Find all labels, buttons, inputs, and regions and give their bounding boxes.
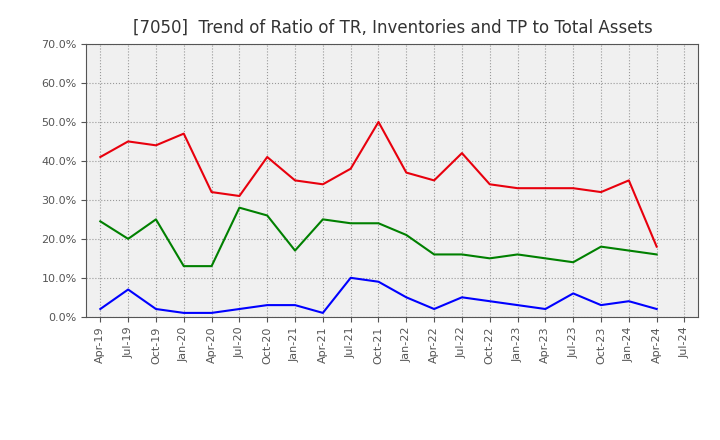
Trade Receivables bbox=[207, 190, 216, 195]
Trade Receivables bbox=[430, 178, 438, 183]
Inventories bbox=[485, 299, 494, 304]
Trade Payables bbox=[513, 252, 522, 257]
Trade Payables bbox=[652, 252, 661, 257]
Inventories bbox=[513, 302, 522, 308]
Trade Payables bbox=[374, 220, 383, 226]
Inventories bbox=[541, 306, 550, 312]
Trade Receivables bbox=[624, 178, 633, 183]
Trade Receivables bbox=[263, 154, 271, 160]
Trade Payables bbox=[96, 219, 104, 224]
Trade Payables bbox=[458, 252, 467, 257]
Trade Payables bbox=[263, 213, 271, 218]
Trade Receivables bbox=[652, 244, 661, 249]
Trade Payables bbox=[291, 248, 300, 253]
Inventories bbox=[652, 306, 661, 312]
Trade Receivables bbox=[291, 178, 300, 183]
Trade Receivables bbox=[374, 119, 383, 125]
Trade Payables bbox=[541, 256, 550, 261]
Trade Receivables bbox=[318, 182, 327, 187]
Inventories bbox=[430, 306, 438, 312]
Inventories bbox=[569, 291, 577, 296]
Inventories bbox=[346, 275, 355, 280]
Inventories bbox=[263, 302, 271, 308]
Trade Receivables bbox=[235, 193, 243, 198]
Title: [7050]  Trend of Ratio of TR, Inventories and TP to Total Assets: [7050] Trend of Ratio of TR, Inventories… bbox=[132, 19, 652, 37]
Trade Receivables bbox=[152, 143, 161, 148]
Inventories bbox=[124, 287, 132, 292]
Trade Receivables bbox=[124, 139, 132, 144]
Inventories bbox=[207, 310, 216, 315]
Inventories bbox=[152, 306, 161, 312]
Trade Payables bbox=[179, 264, 188, 269]
Inventories bbox=[179, 310, 188, 315]
Trade Payables bbox=[207, 264, 216, 269]
Inventories bbox=[624, 299, 633, 304]
Line: Trade Receivables: Trade Receivables bbox=[100, 122, 657, 247]
Trade Payables bbox=[624, 248, 633, 253]
Trade Payables bbox=[430, 252, 438, 257]
Trade Payables bbox=[124, 236, 132, 242]
Trade Payables bbox=[318, 217, 327, 222]
Trade Payables bbox=[485, 256, 494, 261]
Inventories bbox=[235, 306, 243, 312]
Trade Receivables bbox=[96, 154, 104, 160]
Inventories bbox=[597, 302, 606, 308]
Inventories bbox=[96, 306, 104, 312]
Line: Inventories: Inventories bbox=[100, 278, 657, 313]
Trade Receivables bbox=[597, 190, 606, 195]
Trade Payables bbox=[402, 232, 410, 238]
Trade Payables bbox=[346, 220, 355, 226]
Inventories bbox=[458, 295, 467, 300]
Trade Receivables bbox=[569, 186, 577, 191]
Trade Receivables bbox=[485, 182, 494, 187]
Trade Receivables bbox=[541, 186, 550, 191]
Line: Trade Payables: Trade Payables bbox=[100, 208, 657, 266]
Inventories bbox=[291, 302, 300, 308]
Trade Payables bbox=[569, 260, 577, 265]
Trade Receivables bbox=[402, 170, 410, 175]
Trade Receivables bbox=[179, 131, 188, 136]
Trade Payables bbox=[235, 205, 243, 210]
Inventories bbox=[374, 279, 383, 284]
Trade Receivables bbox=[346, 166, 355, 171]
Inventories bbox=[318, 310, 327, 315]
Trade Payables bbox=[597, 244, 606, 249]
Trade Payables bbox=[152, 217, 161, 222]
Inventories bbox=[402, 295, 410, 300]
Trade Receivables bbox=[513, 186, 522, 191]
Trade Receivables bbox=[458, 150, 467, 156]
